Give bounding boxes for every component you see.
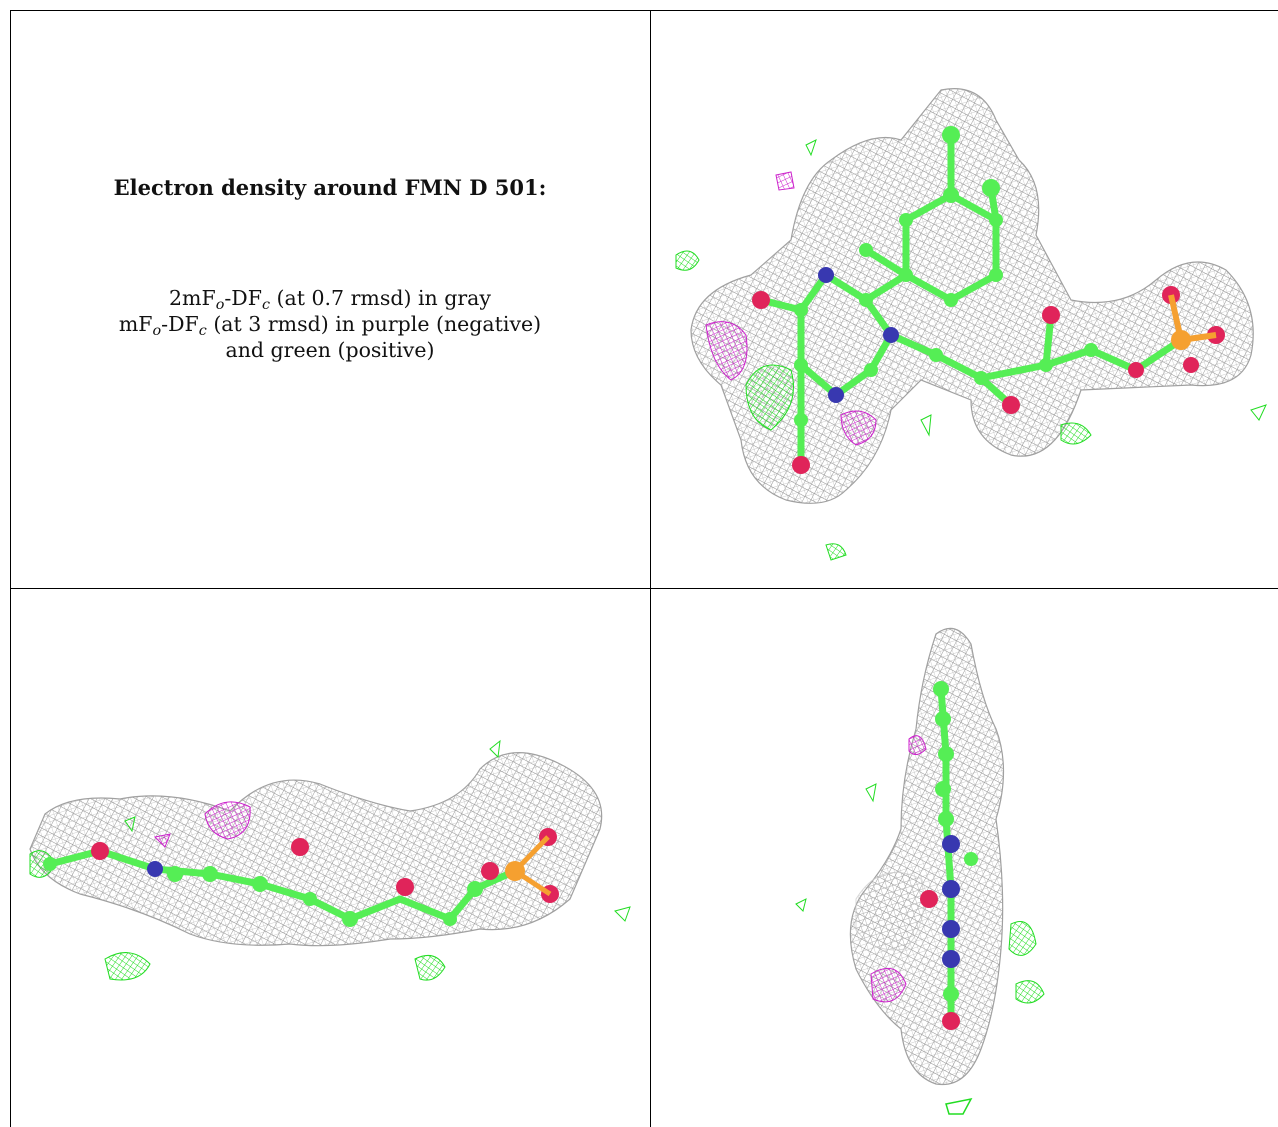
density-view-side — [10, 589, 650, 1127]
fmn-atoms-top — [752, 126, 1225, 474]
legend-line-positive: and green (positive) — [225, 338, 435, 362]
fmn-atoms-side — [43, 828, 559, 927]
grid-line-top — [10, 10, 1278, 11]
density-view-top — [651, 10, 1278, 588]
mesh-2fofc-end-on — [849, 627, 1005, 1086]
mesh-2fofc-side — [29, 752, 603, 947]
density-render-top — [675, 88, 1267, 561]
fmn-atoms-end-on — [920, 681, 978, 1030]
difference-peaks-side — [29, 739, 631, 981]
grid-line-middle — [10, 588, 1278, 589]
grid-line-left — [10, 10, 11, 1127]
figure-title: Electron density around FMN D 501: — [113, 175, 547, 200]
difference-peaks-end-on — [795, 735, 1045, 1115]
legend-text: 2mFo-DFc (at 0.7 rmsd) in gray mFo-DFc (… — [10, 285, 650, 363]
density-view-end-on — [651, 589, 1278, 1127]
grid-line-center — [650, 10, 651, 1127]
density-render-end-on — [795, 627, 1045, 1115]
caption-panel: Electron density around FMN D 501: 2mFo-… — [10, 10, 650, 588]
legend-line-2fofc: 2mFo-DFc (at 0.7 rmsd) in gray — [168, 286, 491, 313]
legend-line-fofc: mFo-DFc (at 3 rmsd) in purple (negative) — [118, 312, 542, 339]
difference-peaks-top — [675, 139, 1267, 561]
figure-grid: Electron density around FMN D 501: 2mFo-… — [10, 10, 1278, 1127]
density-render-side — [29, 739, 631, 981]
